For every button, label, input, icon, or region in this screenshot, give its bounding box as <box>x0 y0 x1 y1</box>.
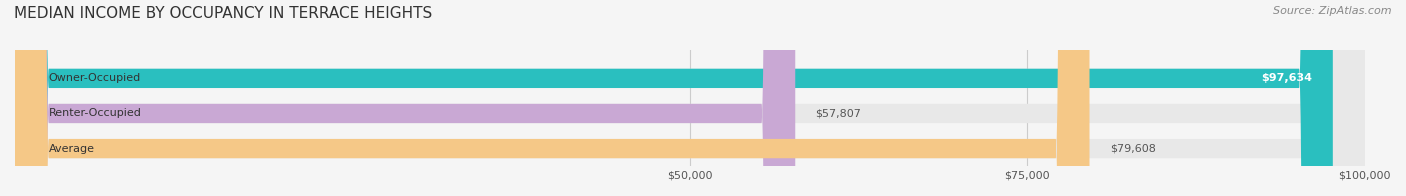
FancyBboxPatch shape <box>15 0 1333 196</box>
FancyBboxPatch shape <box>15 0 1365 196</box>
FancyBboxPatch shape <box>15 0 1365 196</box>
FancyBboxPatch shape <box>15 0 1365 196</box>
FancyBboxPatch shape <box>15 0 1090 196</box>
Text: Source: ZipAtlas.com: Source: ZipAtlas.com <box>1274 6 1392 16</box>
Text: Average: Average <box>49 144 94 154</box>
FancyBboxPatch shape <box>15 0 796 196</box>
Text: $57,807: $57,807 <box>815 108 862 118</box>
Text: MEDIAN INCOME BY OCCUPANCY IN TERRACE HEIGHTS: MEDIAN INCOME BY OCCUPANCY IN TERRACE HE… <box>14 6 432 21</box>
Text: Owner-Occupied: Owner-Occupied <box>49 73 141 83</box>
Text: $97,634: $97,634 <box>1261 73 1313 83</box>
Text: Renter-Occupied: Renter-Occupied <box>49 108 142 118</box>
Text: $79,608: $79,608 <box>1109 144 1156 154</box>
